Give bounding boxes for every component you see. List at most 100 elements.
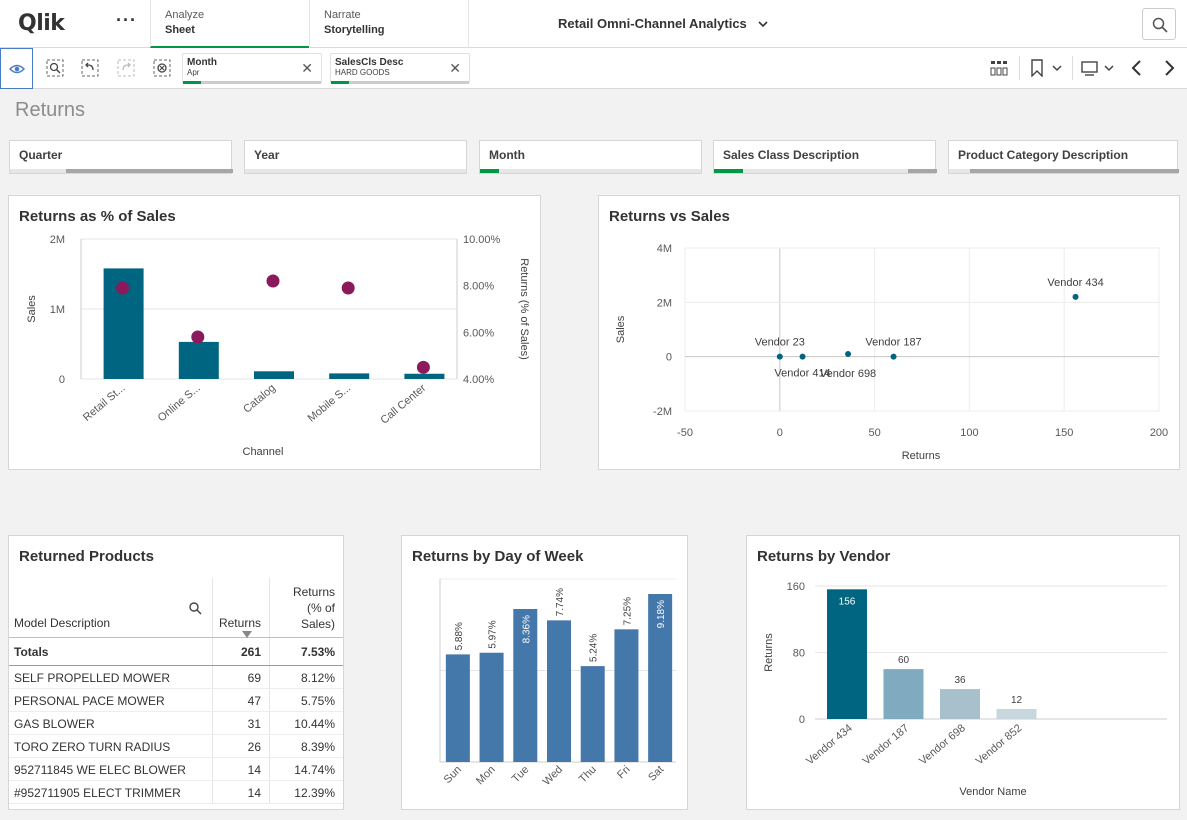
app-title[interactable]: Retail Omni-Channel Analytics	[558, 16, 768, 31]
bar	[827, 589, 867, 719]
y-tick-label: 80	[793, 648, 805, 660]
chip-bar	[183, 81, 321, 84]
scatter-point	[799, 353, 806, 360]
data-label: 8.36%	[521, 615, 532, 643]
filter-state-bar	[245, 169, 466, 173]
bar-chart: 160 80 0 Returns Vendor Name 156 Vendor 434 60 V…	[763, 581, 1167, 798]
table-row[interactable]: SELF PROPELLED MOWER 69 8.12%	[9, 666, 343, 689]
combo-chart: 2M 1M 0 10.00% 8.00% 6.00% 4.00% Sales Returns (…	[26, 234, 530, 458]
table-row[interactable]: GAS BLOWER 31 10.44%	[9, 712, 343, 735]
y-tick-label: 2M	[657, 297, 672, 309]
table-row[interactable]: #952711905 ELECT TRIMMER 14 12.39%	[9, 781, 343, 804]
clear-selections-icon[interactable]	[153, 59, 171, 77]
y-tick-label: 160	[787, 581, 805, 593]
previous-sheet-icon[interactable]	[1130, 59, 1144, 77]
col-header-model[interactable]: Model Description	[14, 616, 111, 630]
x-tick-label: Sun	[442, 764, 464, 786]
bar	[445, 654, 470, 762]
tab-narrate-sub: Storytelling	[324, 24, 385, 36]
data-label: 60	[898, 655, 910, 666]
tab-narrate[interactable]: Narrate Storytelling	[309, 0, 469, 48]
x-tick-label: Vendor 698	[917, 722, 968, 767]
y-axis-title: Sales	[615, 315, 627, 343]
qlik-logo[interactable]: Qlik	[18, 11, 65, 36]
x-tick-label: Vendor 187	[861, 722, 912, 767]
bar	[479, 652, 504, 762]
table-row[interactable]: 952711845 WE ELEC BLOWER 14 14.74%	[9, 758, 343, 781]
table-returned-products[interactable]: Returned Products Model Description Retu…	[8, 535, 344, 810]
y2-tick-label: 10.00%	[463, 234, 501, 246]
chip-field: Month	[187, 57, 217, 68]
filter-product-category[interactable]: Product Category Description	[948, 140, 1179, 174]
x-tick-label: -50	[677, 427, 693, 439]
selection-chip-salescls[interactable]: SalesCls Desc HARD GOODS ✕	[330, 53, 470, 84]
chip-bar	[331, 81, 469, 84]
more-menu-icon[interactable]: ···	[116, 10, 137, 30]
y-tick-label: 4M	[657, 243, 672, 255]
filter-label: Quarter	[19, 148, 63, 162]
sheets-grid-icon[interactable]	[990, 59, 1008, 77]
bar	[883, 669, 924, 719]
x-tick-label: Online S...	[156, 382, 203, 424]
tab-analyze[interactable]: Analyze Sheet	[150, 0, 309, 48]
col-header-returns[interactable]: Returns	[218, 616, 261, 630]
cell-pct: 14.74%	[294, 763, 335, 777]
filter-quarter[interactable]: Quarter	[9, 140, 233, 174]
filter-month[interactable]: Month	[479, 140, 702, 174]
cell-returns: 69	[247, 671, 261, 685]
totals-pct: 7.53%	[300, 645, 335, 659]
chart-title: Returns by Vendor	[757, 548, 891, 565]
close-icon[interactable]: ✕	[301, 60, 313, 76]
y-tick-label: 1M	[50, 304, 65, 316]
filter-sales-class[interactable]: Sales Class Description	[713, 140, 937, 174]
x-tick-label: Vendor 434	[804, 722, 855, 767]
filter-label: Product Category Description	[958, 148, 1129, 162]
data-point	[416, 360, 430, 374]
bookmark-icon[interactable]	[1030, 59, 1066, 78]
chip-value: Apr	[187, 68, 200, 77]
filter-year[interactable]: Year	[244, 140, 467, 174]
scatter-point	[776, 353, 783, 360]
y-tick-label: 2M	[50, 234, 65, 246]
x-tick-label: 0	[777, 427, 783, 439]
chart-vendor[interactable]: Returns by Vendor 160 80 0 Returns Vendor Na…	[746, 535, 1180, 810]
y-tick-label: -2M	[653, 406, 672, 418]
close-icon[interactable]: ✕	[449, 60, 461, 76]
col-header-pct[interactable]: Returns (% of Sales)	[292, 585, 335, 631]
table-row[interactable]: TORO ZERO TURN RADIUS 26 8.39%	[9, 735, 343, 758]
tab-analyze-label: Analyze	[165, 9, 205, 21]
bar	[329, 373, 370, 379]
present-icon[interactable]	[1081, 59, 1117, 77]
data-label: 9.18%	[656, 600, 667, 628]
chart-title: Returns vs Sales	[609, 208, 730, 225]
table-row[interactable]: PERSONAL PACE MOWER 47 5.75%	[9, 689, 343, 712]
chart-day-of-week[interactable]: Returns by Day of Week 5.88% Sun 5.97% Mon 8…	[401, 535, 688, 810]
chart-returns-pct[interactable]: Returns as % of Sales 2M 1M 0 10.00% 8.00% 6.…	[8, 195, 541, 470]
smart-search-icon[interactable]	[46, 59, 64, 77]
search-icon[interactable]	[189, 602, 202, 615]
y2-axis-title: Returns (% of Sales)	[518, 258, 530, 359]
cell-model: GAS BLOWER	[14, 717, 95, 731]
data-point	[191, 330, 205, 344]
scatter-point	[890, 353, 897, 360]
step-back-icon[interactable]	[81, 59, 99, 77]
scatter-point	[845, 350, 852, 357]
search-icon	[1152, 17, 1168, 33]
totals-label: Totals	[14, 645, 49, 659]
search-button[interactable]	[1142, 8, 1176, 40]
data-label: 12	[1011, 695, 1023, 706]
step-forward-icon[interactable]	[117, 59, 135, 77]
chart-returns-vs-sales[interactable]: Returns vs Sales -50 0 50 100 150 200 4M 2M 0 -2M…	[598, 195, 1180, 470]
y-axis-title: Sales	[26, 295, 38, 323]
filter-state-bar	[480, 169, 701, 173]
next-sheet-icon[interactable]	[1162, 59, 1176, 77]
insight-toggle[interactable]	[0, 48, 33, 89]
bar	[580, 666, 605, 762]
selection-chip-month[interactable]: Month Apr ✕	[182, 53, 322, 84]
cell-pct: 8.39%	[300, 740, 335, 754]
cell-model: 952711845 WE ELEC BLOWER	[14, 763, 186, 777]
data-label: 5.88%	[454, 622, 465, 650]
x-tick-label: Thu	[577, 764, 599, 786]
y2-tick-label: 8.00%	[463, 281, 494, 293]
scatter-chart: -50 0 50 100 150 200 4M 2M 0 -2M Sales Returns Vendo…	[615, 243, 1168, 462]
